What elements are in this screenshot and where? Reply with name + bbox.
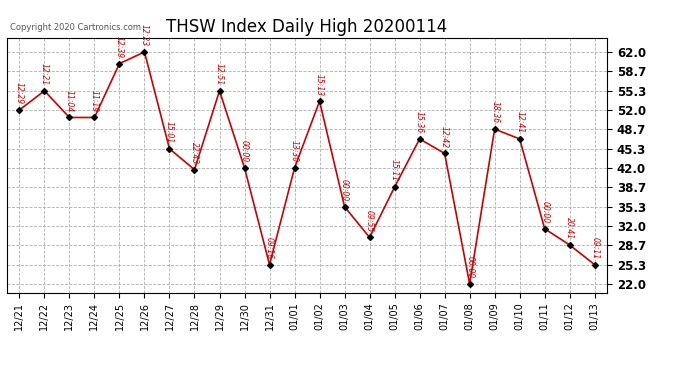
Text: 09:11: 09:11 (590, 237, 599, 259)
Text: 12:21: 12:21 (40, 63, 49, 85)
Text: 13:30: 13:30 (290, 140, 299, 162)
Text: 12:23: 12:23 (140, 24, 149, 46)
Text: 00:00: 00:00 (465, 256, 474, 278)
Text: 00:00: 00:00 (340, 179, 349, 201)
Text: 11:19: 11:19 (90, 90, 99, 112)
Title: THSW Index Daily High 20200114: THSW Index Daily High 20200114 (166, 18, 448, 36)
Text: 22:43: 22:43 (190, 142, 199, 164)
Text: 00:00: 00:00 (540, 201, 549, 223)
Text: THSW  (°F): THSW (°F) (618, 29, 676, 39)
Text: 09:55: 09:55 (365, 210, 374, 232)
Text: 15:11: 15:11 (390, 159, 399, 182)
Text: 00:00: 00:00 (240, 140, 249, 162)
Text: 12:42: 12:42 (440, 126, 449, 148)
Text: 12:29: 12:29 (15, 82, 24, 104)
Text: 12:39: 12:39 (115, 36, 124, 58)
Text: 11:04: 11:04 (65, 90, 74, 112)
Text: 09:16: 09:16 (265, 237, 274, 259)
Text: Copyright 2020 Cartronics.com: Copyright 2020 Cartronics.com (10, 23, 141, 32)
Text: 15:13: 15:13 (315, 74, 324, 96)
Text: 12:51: 12:51 (215, 63, 224, 85)
Text: 15:01: 15:01 (165, 121, 174, 143)
Text: 20:41: 20:41 (565, 217, 574, 239)
Text: 18:36: 18:36 (490, 101, 499, 123)
Text: 12:41: 12:41 (515, 111, 524, 134)
Text: 15:36: 15:36 (415, 111, 424, 134)
